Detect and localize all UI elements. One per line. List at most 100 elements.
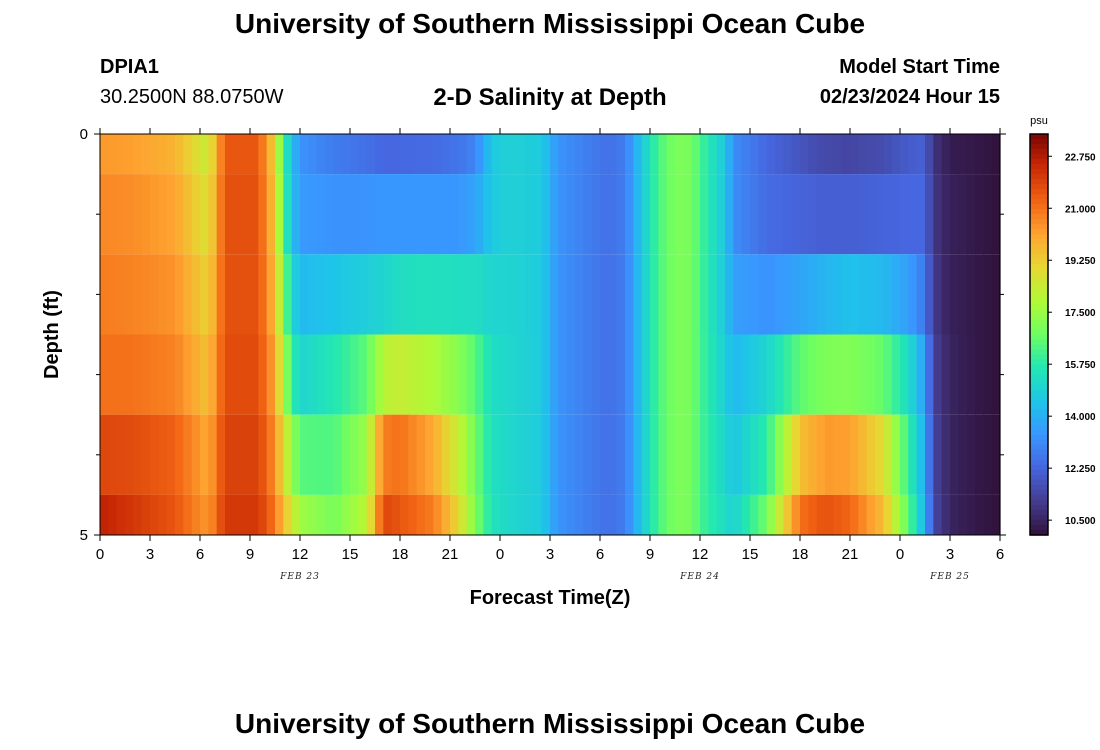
- heatmap-cell: [200, 334, 209, 415]
- colorbar-frame: [1029, 133, 1049, 536]
- x-tick-label: 3: [946, 546, 954, 563]
- heatmap-cell: [975, 494, 984, 535]
- heatmap-cell: [166, 494, 176, 535]
- heatmap-cell: [375, 134, 384, 175]
- heatmap-cell: [791, 134, 801, 175]
- heatmap-cell: [675, 414, 684, 495]
- heatmap-cell: [558, 414, 568, 495]
- heatmap-cell: [391, 494, 401, 535]
- colorbar-segment: [1030, 204, 1048, 210]
- station-coordinates: 30.2500N 88.0750W: [100, 86, 284, 108]
- heatmap-cell: [908, 134, 918, 175]
- heatmap-cell: [358, 174, 368, 255]
- heatmap-cell: [808, 174, 818, 255]
- heatmap-cell: [816, 414, 826, 495]
- heatmap-cell: [733, 334, 743, 415]
- heatmap-cell: [575, 334, 584, 415]
- heatmap-cell: [316, 494, 326, 535]
- heatmap-cell: [775, 174, 784, 255]
- heatmap-cell: [325, 134, 334, 175]
- heatmap-cell: [858, 134, 868, 175]
- heatmap-cell: [450, 494, 459, 535]
- heatmap-cell: [225, 414, 234, 495]
- heatmap-cell: [991, 134, 1001, 175]
- heatmap-cell: [533, 134, 543, 175]
- heatmap-cell: [775, 334, 784, 415]
- heatmap-cell: [708, 334, 718, 415]
- heatmap-cell: [816, 174, 826, 255]
- heatmap-cell: [275, 254, 284, 335]
- heatmap-cell: [908, 254, 918, 335]
- heatmap-cell: [166, 414, 176, 495]
- heatmap-cell: [816, 134, 826, 175]
- heatmap-cell: [125, 494, 134, 535]
- heatmap-cell: [266, 254, 276, 335]
- heatmap-cell: [733, 174, 743, 255]
- heatmap-cell: [525, 494, 534, 535]
- heatmap-cell: [950, 334, 959, 415]
- heatmap-cell: [441, 254, 451, 335]
- colorbar-segment: [1030, 264, 1048, 270]
- heatmap-cell: [700, 414, 709, 495]
- heatmap-cell: [425, 414, 434, 495]
- heatmap-cell: [308, 494, 318, 535]
- colorbar-segment: [1030, 394, 1048, 401]
- heatmap-cell: [350, 334, 359, 415]
- heatmap-cell: [858, 254, 868, 335]
- heatmap-cell: [350, 254, 359, 335]
- heatmap-cell: [458, 254, 468, 335]
- heatmap-cell: [350, 414, 359, 495]
- heatmap-cell: [525, 174, 534, 255]
- heatmap-cell: [250, 134, 259, 175]
- heatmap-cell: [958, 334, 968, 415]
- heatmap-cell: [700, 174, 709, 255]
- colorbar-segment: [1030, 424, 1048, 431]
- heatmap-cell: [300, 174, 309, 255]
- heatmap-cell: [175, 414, 184, 495]
- heatmap-cell: [666, 494, 676, 535]
- colorbar-segment: [1030, 239, 1048, 245]
- heatmap-cell: [833, 334, 843, 415]
- heatmap-cell: [825, 254, 834, 335]
- colorbar-segment: [1030, 254, 1048, 260]
- heatmap-cell: [900, 174, 909, 255]
- heatmap-cell: [291, 414, 301, 495]
- heatmap-cell: [733, 494, 743, 535]
- heatmap-cell: [358, 414, 368, 495]
- heatmap-cell: [308, 174, 318, 255]
- x-tick-label: 21: [442, 546, 459, 563]
- heatmap-cell: [475, 414, 484, 495]
- heatmap-cell: [658, 254, 668, 335]
- heatmap-cell: [783, 494, 793, 535]
- heatmap-cell: [125, 414, 134, 495]
- heatmap-cell: [650, 414, 659, 495]
- heatmap-cell: [258, 134, 268, 175]
- heatmap-cell: [433, 334, 443, 415]
- heatmap-cell: [325, 414, 334, 495]
- heatmap-cell: [316, 254, 326, 335]
- heatmap-cell: [166, 254, 176, 335]
- x-tick-label: 18: [792, 546, 809, 563]
- heatmap-cell: [741, 134, 751, 175]
- heatmap-cell: [900, 254, 909, 335]
- heatmap-cell: [108, 334, 118, 415]
- heatmap-cell: [291, 134, 301, 175]
- colorbar-segment: [1030, 419, 1048, 426]
- heatmap-cell: [466, 334, 476, 415]
- heatmap-cell: [750, 334, 759, 415]
- heatmap-cell: [600, 414, 609, 495]
- heatmap-cell: [783, 174, 793, 255]
- colorbar-segment: [1030, 489, 1048, 496]
- heatmap-cell: [141, 254, 151, 335]
- heatmap-cell: [283, 414, 293, 495]
- heatmap-cell: [483, 334, 493, 415]
- heatmap-cell: [275, 134, 284, 175]
- colorbar-segment: [1030, 304, 1048, 311]
- colorbar-segment: [1030, 429, 1048, 436]
- heatmap-cell: [508, 174, 518, 255]
- colorbar-segment: [1030, 154, 1048, 160]
- x-tick-label: 15: [342, 546, 359, 563]
- chart-title: 2-D Salinity at Depth: [433, 84, 667, 111]
- heatmap-cell: [483, 134, 493, 175]
